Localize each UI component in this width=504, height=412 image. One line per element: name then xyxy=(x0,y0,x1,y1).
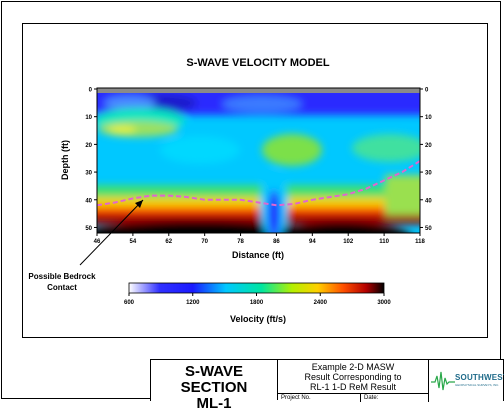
field-channel-blue xyxy=(268,190,280,233)
y-tick-label-left-5: 50 xyxy=(85,226,92,232)
description-line3: RL-1 1-D ReM Result xyxy=(309,382,397,392)
colorbar-tick-label-0: 600 xyxy=(124,300,135,306)
field-green-center xyxy=(262,134,322,166)
title-block: S-WAVE SECTION ML-1 Example 2-D MASW Res… xyxy=(150,359,504,412)
field-green-right xyxy=(352,134,420,162)
section-description: Example 2-D MASW Result Corresponding to… xyxy=(278,360,429,393)
y-tick-label-left-0: 0 xyxy=(89,88,93,94)
annotation-text-line1: Possible Bedrock xyxy=(28,272,96,281)
field-lightblue-right xyxy=(222,96,302,112)
colorbar-tick-label-3: 2400 xyxy=(314,300,328,306)
y-axis-left: 0 10 20 30 40 50 xyxy=(85,88,97,232)
x-tick-label-8: 110 xyxy=(379,239,389,245)
x-tick-label-9: 118 xyxy=(415,239,425,245)
colorbar-tick-label-1: 1200 xyxy=(186,300,200,306)
y-tick-label-right-0: 0 xyxy=(425,88,429,94)
x-axis-label: Distance (ft) xyxy=(232,250,284,260)
y-tick-label-left-2: 20 xyxy=(85,143,92,149)
colorbar: 600 1200 1800 2400 3000 Velocity (ft/s) xyxy=(124,282,391,324)
y-axis-label: Depth (ft) xyxy=(60,140,70,180)
x-axis: 46 54 62 70 78 86 94 102 110 118 xyxy=(94,233,425,245)
figure-frame xyxy=(22,23,488,338)
description-line2: Result Corresponding to xyxy=(304,372,402,382)
y-tick-label-left-3: 30 xyxy=(85,171,92,177)
y-tick-label-right-4: 40 xyxy=(425,198,432,204)
seismic-wave-icon xyxy=(431,371,455,391)
company-subtitle: GEOPHYSICAL SURVEYS, INC. xyxy=(455,383,500,387)
x-tick-label-1: 54 xyxy=(130,239,137,245)
project-meta-row: Project No. Date: xyxy=(278,393,429,402)
velocity-chart: S-WAVE VELOCITY MODEL 01 xyxy=(28,57,432,324)
company-name: SOUTHWEST xyxy=(455,373,504,382)
annotation-arrow-line xyxy=(79,199,144,266)
y-tick-label-left-1: 10 xyxy=(85,115,92,121)
section-title-line1: S-WAVE SECTION xyxy=(180,363,248,396)
field-deep-orange xyxy=(97,207,420,217)
company-logo: SOUTHWEST GEOPHYSICAL SURVEYS, INC. xyxy=(429,360,504,402)
colorbar-gradient xyxy=(128,282,385,294)
chart-title: S-WAVE VELOCITY MODEL xyxy=(186,57,329,69)
y-tick-label-right-2: 20 xyxy=(425,143,432,149)
field-yellow-patch xyxy=(108,126,136,134)
x-tick-label-4: 78 xyxy=(237,239,244,245)
description-line1: Example 2-D MASW xyxy=(311,362,395,372)
annotation-arrowhead xyxy=(135,200,143,208)
bedrock-contact-line xyxy=(97,160,420,207)
x-tick-label-0: 46 xyxy=(94,239,101,245)
y-axis-right: 0 10 20 30 40 50 xyxy=(420,88,432,232)
bedrock-annotation: Possible Bedrock Contact xyxy=(28,199,144,292)
project-number-label: Project No. xyxy=(281,395,311,401)
x-tick-label-5: 86 xyxy=(273,239,280,245)
field-bedrock-right xyxy=(275,222,409,233)
y-tick-label-left-4: 40 xyxy=(85,198,92,204)
field-lightblue-left xyxy=(104,96,156,110)
y-tick-label-right-1: 10 xyxy=(425,115,432,121)
field-cyan-mid xyxy=(160,136,240,164)
field-right-green xyxy=(385,175,420,215)
colorbar-tick-label-4: 3000 xyxy=(377,300,391,306)
x-tick-label-2: 62 xyxy=(165,239,172,245)
annotation-text-line2: Contact xyxy=(47,283,77,292)
field-top-gray-band xyxy=(97,88,420,93)
section-title: S-WAVE SECTION ML-1 xyxy=(151,360,278,412)
x-tick-label-3: 70 xyxy=(201,239,208,245)
y-tick-label-right-3: 30 xyxy=(425,171,432,177)
plot-border xyxy=(96,87,421,234)
date-label: Date: xyxy=(360,394,430,402)
x-tick-label-7: 102 xyxy=(343,239,354,245)
y-tick-label-right-5: 50 xyxy=(425,226,432,232)
colorbar-ticks: 600 1200 1800 2400 3000 xyxy=(124,293,391,306)
colorbar-tick-label-2: 1800 xyxy=(250,300,264,306)
velocity-field xyxy=(97,89,420,233)
section-title-line2: ML-1 xyxy=(196,395,232,412)
x-tick-label-6: 94 xyxy=(309,239,316,245)
colorbar-label: Velocity (ft/s) xyxy=(230,314,286,324)
field-deep-red xyxy=(97,214,420,224)
